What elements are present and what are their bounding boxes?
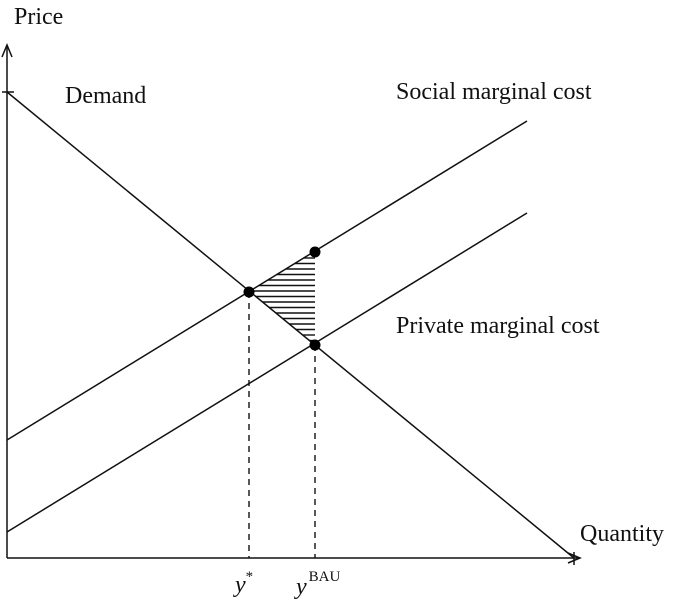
social-marginal-cost-label: Social marginal cost <box>396 79 592 105</box>
points <box>243 246 321 351</box>
y-bau-label: y BAU <box>294 569 340 600</box>
bau-equilibrium-point <box>309 339 321 351</box>
bau-social-cost-point <box>309 246 321 258</box>
y-star-sup: * <box>246 569 254 585</box>
axes <box>1 43 582 565</box>
curves <box>6 91 575 559</box>
y-axis-arrowhead <box>1 43 13 58</box>
demand-curve <box>6 91 575 559</box>
drop-lines <box>248 292 316 558</box>
x-axis-arrowhead <box>567 552 582 564</box>
y-bau-sup: BAU <box>309 569 341 585</box>
social-optimum-point <box>243 286 255 298</box>
y-axis-label: Price <box>14 4 63 30</box>
private-marginal-cost-curve <box>6 212 528 533</box>
x-axis-label: Quantity <box>580 521 664 547</box>
y-bau-base: y <box>294 574 307 600</box>
deadweight-loss-hatching <box>249 257 315 342</box>
y-star-base: y <box>233 572 246 598</box>
y-star-label: y* <box>233 569 253 598</box>
social-marginal-cost-curve <box>6 120 528 441</box>
demand-label: Demand <box>65 83 146 109</box>
private-marginal-cost-label: Private marginal cost <box>396 313 600 339</box>
